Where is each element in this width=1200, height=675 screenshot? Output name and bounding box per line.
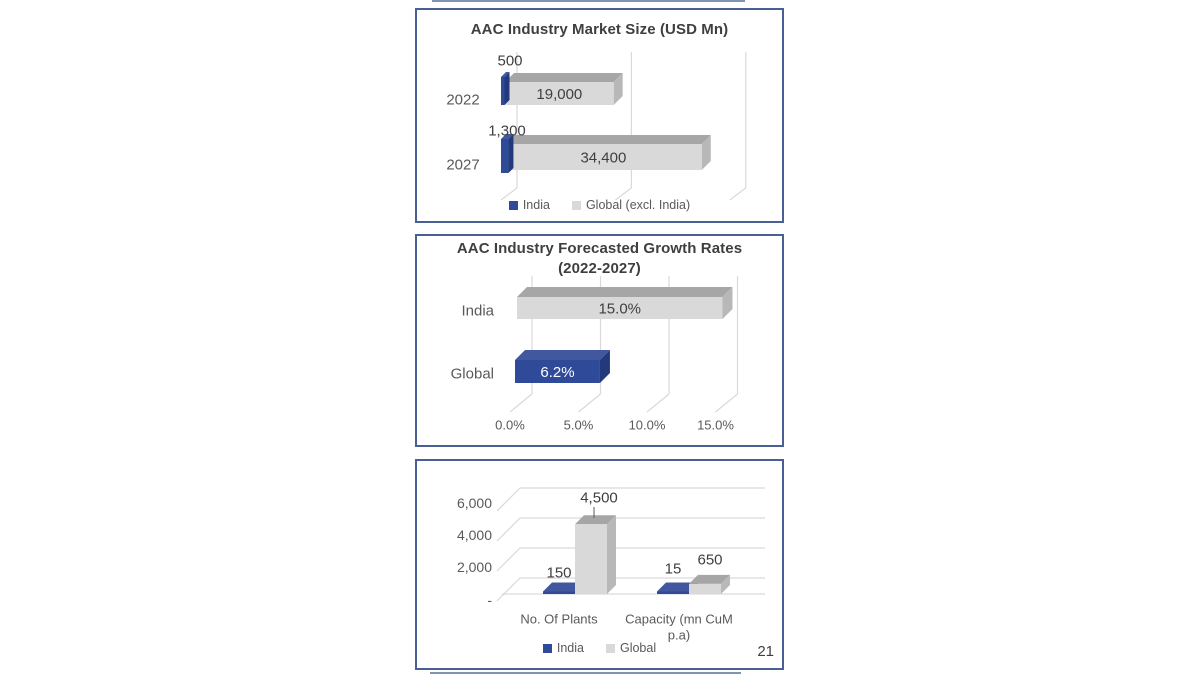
- top-crop-line: [432, 0, 745, 2]
- bar-global-2027-top-face: [505, 135, 711, 144]
- legend-label: India: [522, 198, 550, 212]
- y-tick-label: -: [487, 592, 492, 608]
- bar-india-2022-side-face: [504, 72, 510, 105]
- legend-swatch-india: [508, 200, 518, 210]
- data-label-global: 4,500: [580, 490, 618, 507]
- bar-global-capacity-top-face: [689, 574, 730, 584]
- legend-swatch-india: [542, 643, 552, 653]
- bar-global-plants-top-face: [575, 515, 616, 525]
- grid-line-side: [496, 547, 521, 572]
- data-label-india: 150: [546, 565, 571, 582]
- growth-rates-chart-canvas: 0.0% 5.0% 10.0% 15.0% 15.0% India 6.2% Global: [451, 276, 739, 433]
- bar-global-2027-side-face: [701, 135, 711, 170]
- bar-global-2027: [505, 144, 702, 170]
- bar-global-2022-top-face: [505, 73, 623, 82]
- growth-rates-chart-title: AAC Industry Forecasted Growth Rates (20…: [417, 239, 782, 279]
- plants-capacity-chart-panel: - 2,000 4,000 6,000 150 4,500 No. Of Plants 15 6…: [415, 459, 784, 670]
- bar-india-plants: [543, 591, 575, 594]
- bar-india-2022-top-face: [501, 72, 510, 77]
- y-tick-label: 6,000: [457, 495, 492, 511]
- data-label-india: 15: [665, 561, 682, 578]
- legend-item-global: Global: [605, 641, 657, 655]
- legend-label: Global: [619, 641, 657, 655]
- market-size-chart-canvas: 500 19,000 2022 1,300 34,400 2027: [446, 52, 747, 201]
- x-tick-label: 10.0%: [629, 418, 666, 433]
- growth-rates-chart-title-line2: (2022-2027): [558, 260, 641, 277]
- bar-india-capacity: [657, 591, 689, 594]
- category-label-line: p.a): [668, 628, 690, 643]
- grid-line-floor: [509, 393, 533, 413]
- data-label-global-2027: 34,400: [580, 150, 626, 167]
- bar-india-2027-top-face: [501, 134, 514, 139]
- bar-global-2022-side-face: [613, 73, 623, 105]
- grid-line-floor: [615, 187, 632, 201]
- category-label-global: Global: [451, 366, 494, 383]
- bar-global-2022: [505, 82, 614, 105]
- page-number: 21: [757, 643, 774, 660]
- y-tick-label: 2,000: [457, 559, 492, 575]
- grid-line-floor: [715, 393, 738, 413]
- data-label-global-2022: 19,000: [536, 86, 582, 103]
- x-tick-label: 0.0%: [495, 418, 525, 433]
- plants-capacity-chart-canvas: - 2,000 4,000 6,000 150 4,500 No. Of Plants 15 6…: [457, 487, 765, 643]
- data-label-global: 650: [697, 552, 722, 569]
- bar-india-2027: [501, 139, 509, 173]
- growth-rates-chart-panel: AAC Industry Forecasted Growth Rates (20…: [415, 234, 784, 447]
- bar-global: [515, 360, 600, 383]
- legend-swatch-global: [605, 643, 615, 653]
- legend-label: Global (excl. India): [585, 198, 691, 212]
- grid-line-floor: [578, 393, 601, 413]
- bar-india-2022: [501, 77, 505, 105]
- legend-item-india: India: [508, 198, 550, 212]
- category-label-2027: 2027: [446, 157, 479, 174]
- grid-line-side: [496, 487, 521, 512]
- bar-global-top-face: [515, 350, 610, 360]
- category-label-2022: 2022: [446, 92, 479, 109]
- bar-india-side-face: [722, 287, 733, 319]
- legend-item-global-excl-india-: Global (excl. India): [571, 198, 691, 212]
- bar-global-side-face: [599, 350, 610, 383]
- grid-line-side: [496, 577, 521, 602]
- data-label-india-2027: 1,300: [488, 123, 526, 140]
- grid-line-floor: [646, 393, 670, 413]
- bar-global-capacity: [689, 583, 721, 594]
- grid-line-floor: [500, 187, 518, 201]
- legend-label: India: [556, 641, 584, 655]
- data-label-india: 15.0%: [598, 301, 641, 318]
- category-label-line: No. Of Plants: [520, 612, 598, 627]
- plants-capacity-legend: India Global: [417, 641, 782, 655]
- bar-global-plants: [575, 524, 607, 594]
- y-tick-label: 4,000: [457, 527, 492, 543]
- grid-line-floor: [729, 187, 747, 201]
- data-label-global: 6.2%: [540, 364, 574, 381]
- bar-india-2027-side-face: [508, 134, 514, 173]
- bar-global-capacity-side-face: [721, 574, 730, 594]
- grid-line-side: [496, 517, 521, 542]
- bar-india: [517, 297, 723, 319]
- market-size-chart-panel: AAC Industry Market Size (USD Mn) 500 19,…: [415, 8, 784, 223]
- legend-swatch-global: [571, 200, 581, 210]
- x-tick-label: 15.0%: [697, 418, 734, 433]
- data-label-india-2022: 500: [497, 53, 522, 70]
- bar-india-plants-top-face: [543, 582, 584, 592]
- market-size-legend: India Global (excl. India): [417, 198, 782, 212]
- bottom-crop-line: [430, 672, 741, 674]
- category-label-india: India: [461, 303, 494, 320]
- legend-item-india: India: [542, 641, 584, 655]
- bar-india-top-face: [517, 287, 733, 297]
- bar-global-plants-side-face: [607, 515, 616, 594]
- bar-india-capacity-top-face: [657, 582, 698, 592]
- growth-rates-chart-title-line1: AAC Industry Forecasted Growth Rates: [456, 240, 743, 257]
- x-tick-label: 5.0%: [564, 418, 594, 433]
- category-label-line: Capacity (mn CuM: [625, 612, 733, 627]
- market-size-chart-title: AAC Industry Market Size (USD Mn): [470, 21, 729, 38]
